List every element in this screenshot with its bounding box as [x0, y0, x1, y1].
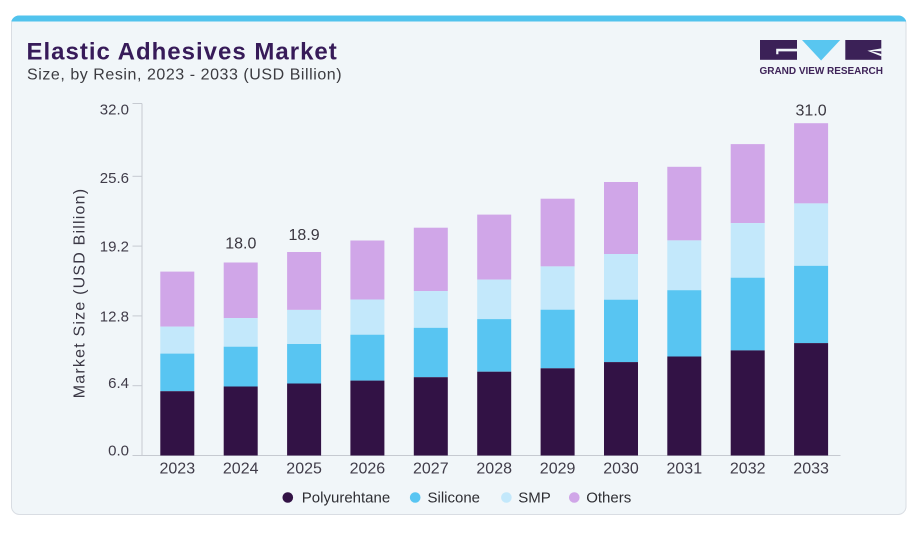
svg-text:Market Size (USD Billion): Market Size (USD Billion): [72, 188, 89, 398]
svg-text:GRAND VIEW RESEARCH: GRAND VIEW RESEARCH: [760, 66, 885, 77]
svg-text:2029: 2029: [540, 461, 576, 478]
svg-text:2025: 2025: [286, 461, 322, 478]
svg-text:31.0: 31.0: [796, 103, 827, 120]
svg-text:2023: 2023: [160, 461, 196, 478]
svg-text:Silicone: Silicone: [428, 490, 481, 507]
svg-text:2027: 2027: [413, 461, 449, 478]
svg-text:0.0: 0.0: [108, 442, 129, 459]
svg-text:2024: 2024: [223, 461, 259, 478]
svg-text:SMP: SMP: [518, 490, 551, 507]
svg-text:2033: 2033: [793, 461, 829, 478]
svg-text:2028: 2028: [476, 461, 512, 478]
svg-text:2031: 2031: [667, 461, 703, 478]
svg-text:2032: 2032: [730, 461, 766, 478]
svg-text:Others: Others: [586, 490, 631, 507]
svg-text:32.0: 32.0: [100, 101, 129, 118]
svg-text:12.8: 12.8: [100, 308, 129, 325]
svg-text:18.0: 18.0: [225, 236, 256, 253]
svg-text:2030: 2030: [603, 461, 639, 478]
svg-text:18.9: 18.9: [289, 227, 320, 244]
svg-text:2026: 2026: [350, 461, 386, 478]
svg-text:6.4: 6.4: [108, 375, 129, 392]
svg-text:Elastic Adhesives Market: Elastic Adhesives Market: [27, 39, 338, 66]
svg-text:Polyurehtane: Polyurehtane: [302, 490, 390, 507]
svg-text:19.2: 19.2: [100, 239, 129, 256]
svg-text:Size, by Resin, 2023 - 2033 (U: Size, by Resin, 2023 - 2033 (USD Billion…: [27, 67, 342, 84]
svg-text:25.6: 25.6: [100, 170, 129, 187]
